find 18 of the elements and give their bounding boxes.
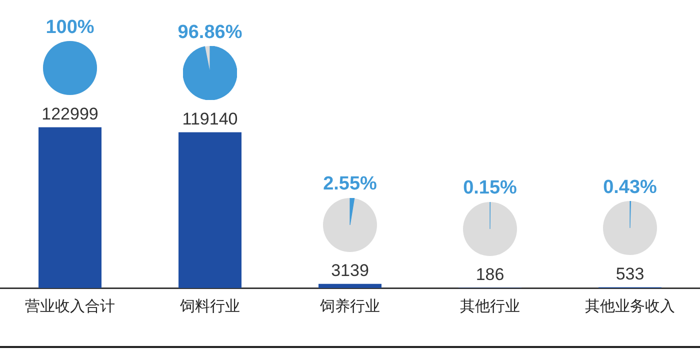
data-label: 186 bbox=[476, 264, 504, 284]
data-label: 119140 bbox=[182, 109, 238, 128]
data-label: 122999 bbox=[42, 104, 98, 124]
data-label: 533 bbox=[616, 264, 644, 284]
bar bbox=[178, 132, 242, 288]
annotation: 0.43% bbox=[603, 177, 658, 198]
text: 100% bbox=[46, 16, 94, 38]
x-tick-label: 营业收入合计 bbox=[25, 296, 115, 315]
bar bbox=[318, 284, 382, 288]
x-tick-label: 其他业务收入 bbox=[585, 296, 675, 315]
annotation: 0.15% bbox=[463, 177, 518, 198]
x-tick-label: 饲养行业 bbox=[319, 296, 380, 315]
bar bbox=[38, 127, 102, 288]
text: 96.86% bbox=[178, 22, 242, 43]
annotation: 2.55% bbox=[323, 174, 378, 195]
x-tick-label: 其他行业 bbox=[460, 296, 520, 315]
data-label: 3139 bbox=[331, 261, 369, 280]
x-tick-label: 饲料行业 bbox=[179, 296, 240, 315]
